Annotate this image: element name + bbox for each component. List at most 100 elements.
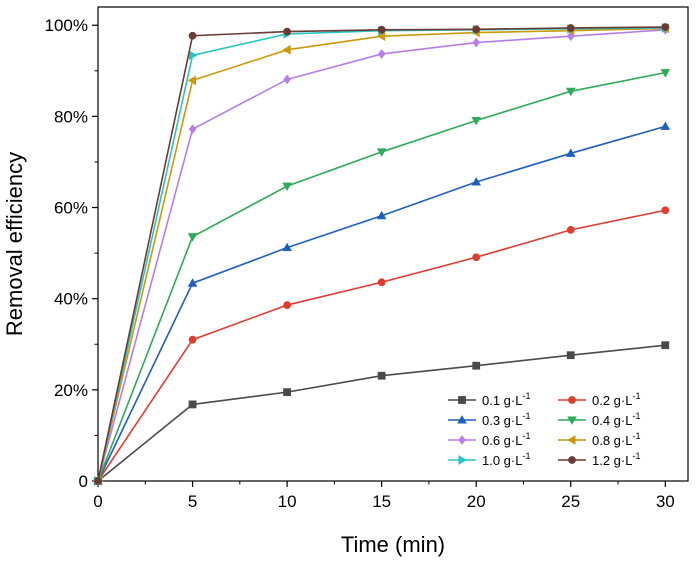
legend-marker	[568, 456, 576, 464]
legend-label: 0.2 g·L-1	[592, 391, 641, 408]
x-tick-label: 5	[188, 492, 197, 511]
data-point	[377, 49, 386, 59]
y-tick-label: 60%	[54, 199, 88, 218]
y-tick-label: 40%	[54, 290, 88, 309]
data-point	[471, 116, 482, 126]
legend-label-text: 0.6 g·L	[482, 433, 522, 448]
data-point	[471, 177, 482, 186]
y-tick-label: 20%	[54, 381, 88, 400]
legend-item: 0.4 g·L-1	[558, 411, 641, 428]
data-point	[566, 351, 575, 360]
y-tick-label: 100%	[45, 16, 88, 35]
data-point	[377, 371, 386, 380]
legend-label: 0.4 g·L-1	[592, 411, 641, 428]
legend-label-sup: -1	[632, 391, 640, 401]
legend: 0.1 g·L-1 0.2 g·L-10.3 g·L-1 0.4 g·L-10.6 …	[448, 391, 641, 468]
legend-item: 0.8 g·L-1	[558, 431, 641, 448]
legend-marker	[457, 415, 467, 424]
data-point	[282, 242, 292, 252]
data-point	[187, 75, 197, 86]
x-axis-ticks: 0 5 10 15 20 25 30	[93, 481, 675, 511]
x-tick-label: 15	[372, 492, 391, 511]
data-point	[661, 206, 670, 215]
x-tick-label: 10	[278, 492, 297, 511]
data-point	[283, 27, 292, 36]
data-point	[472, 25, 481, 34]
legend-label: 0.8 g·L-1	[592, 431, 641, 448]
legend-marker	[568, 396, 576, 404]
data-point	[282, 182, 292, 192]
legend-marker	[458, 435, 466, 445]
legend-item: 1.0 g·L-1	[448, 451, 531, 468]
legend-label-sup: -1	[522, 431, 530, 441]
legend-label-text: 1.0 g·L	[482, 453, 522, 468]
x-tick-label: 20	[467, 492, 486, 511]
data-point	[660, 69, 671, 78]
legend-item: 0.6 g·L-1	[448, 431, 531, 448]
data-point	[376, 210, 387, 220]
series-3	[93, 121, 671, 485]
data-point	[565, 87, 576, 97]
legend-marker	[567, 416, 577, 425]
legend-marker	[458, 396, 466, 404]
legend-label-sup: -1	[522, 411, 530, 421]
legend-marker	[567, 435, 576, 445]
data-point	[377, 25, 386, 34]
x-tick-label: 25	[561, 492, 580, 511]
axes: 0 5 10 15 20 25 30 0 20% 40% 60% 80% 100% Time (min…	[2, 6, 689, 557]
data-point	[188, 400, 197, 409]
legend-label-text: 0.4 g·L	[592, 413, 632, 428]
legend-label-text: 1.2 g·L	[592, 453, 632, 468]
legend-label-sup: -1	[632, 411, 640, 421]
x-axis-title: Time (min)	[341, 532, 445, 557]
data-point	[660, 121, 671, 130]
legend-label-sup: -1	[632, 451, 640, 461]
data-point	[188, 31, 197, 40]
data-point	[376, 31, 386, 41]
legend-label-text: 0.8 g·L	[592, 433, 632, 448]
legend-item: 0.1 g·L-1	[448, 391, 531, 408]
legend-label-text: 0.3 g·L	[482, 413, 522, 428]
data-point	[376, 148, 387, 157]
data-point	[282, 45, 291, 55]
legend-label-sup: -1	[522, 391, 530, 401]
legend-item: 0.3 g·L-1	[448, 411, 531, 428]
legend-item: 1.2 g·L-1	[558, 451, 641, 468]
data-point	[566, 225, 575, 234]
series-8	[94, 23, 670, 485]
y-axis-ticks: 0 20% 40% 60% 80% 100%	[45, 16, 98, 491]
data-point	[565, 148, 576, 157]
data-point	[283, 388, 292, 397]
data-point	[661, 341, 670, 350]
data-point	[189, 50, 198, 61]
series-line	[97, 125, 666, 482]
data-point	[188, 124, 197, 134]
data-point	[472, 361, 481, 370]
data-point	[187, 233, 198, 242]
plot-frame	[97, 6, 689, 482]
data-point	[472, 37, 481, 48]
y-axis-title: Removal efficiency	[2, 152, 27, 336]
legend-label: 0.3 g·L-1	[482, 411, 531, 428]
legend-label-sup: -1	[522, 451, 530, 461]
legend-label: 1.2 g·L-1	[592, 451, 641, 468]
legend-item: 0.2 g·L-1	[558, 391, 641, 408]
series-group	[93, 23, 671, 486]
legend-label: 1.0 g·L-1	[482, 451, 531, 468]
legend-label-text: 0.1 g·L	[482, 393, 522, 408]
data-point	[283, 301, 292, 309]
legend-label-text: 0.2 g·L	[592, 393, 632, 408]
data-point	[377, 278, 386, 287]
data-point	[94, 477, 102, 485]
x-tick-label: 30	[656, 492, 675, 511]
y-tick-label: 80%	[54, 107, 88, 126]
legend-marker	[458, 455, 467, 465]
legend-label: 0.1 g·L-1	[482, 391, 531, 408]
legend-label: 0.6 g·L-1	[482, 431, 531, 448]
data-point	[566, 24, 575, 32]
data-point	[283, 74, 291, 85]
data-point	[661, 23, 670, 31]
y-tick-label: 0	[79, 472, 88, 491]
data-point	[187, 278, 198, 287]
